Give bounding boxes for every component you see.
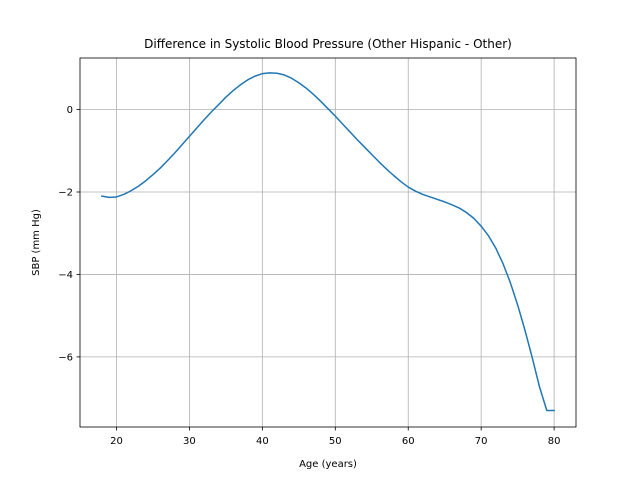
y-tick-label: 0 [67,105,73,116]
chart-title: Difference in Systolic Blood Pressure (O… [144,37,512,51]
y-tick-label: −4 [58,270,73,281]
y-tick-label: −6 [58,352,73,363]
x-tick-label: 30 [183,436,196,447]
x-tick-label: 70 [475,436,488,447]
series-group [101,72,555,412]
series-line [101,72,555,412]
x-axis-label: Age (years) [299,459,357,470]
axes-frame [79,57,577,428]
axes-spines [79,57,577,428]
x-tick-label: 50 [329,436,342,447]
x-tick-label: 20 [110,436,123,447]
y-tick-label: −2 [58,187,73,198]
x-tick-label: 60 [402,436,415,447]
plot-area [80,58,576,427]
y-axis-label: SBP (mm Hg) [31,209,42,276]
x-tick-label: 80 [548,436,561,447]
x-tick-label: 40 [256,436,269,447]
ticks-group: 20 30 40 50 60 70 80 −6 −4 −2 0 [58,105,560,447]
